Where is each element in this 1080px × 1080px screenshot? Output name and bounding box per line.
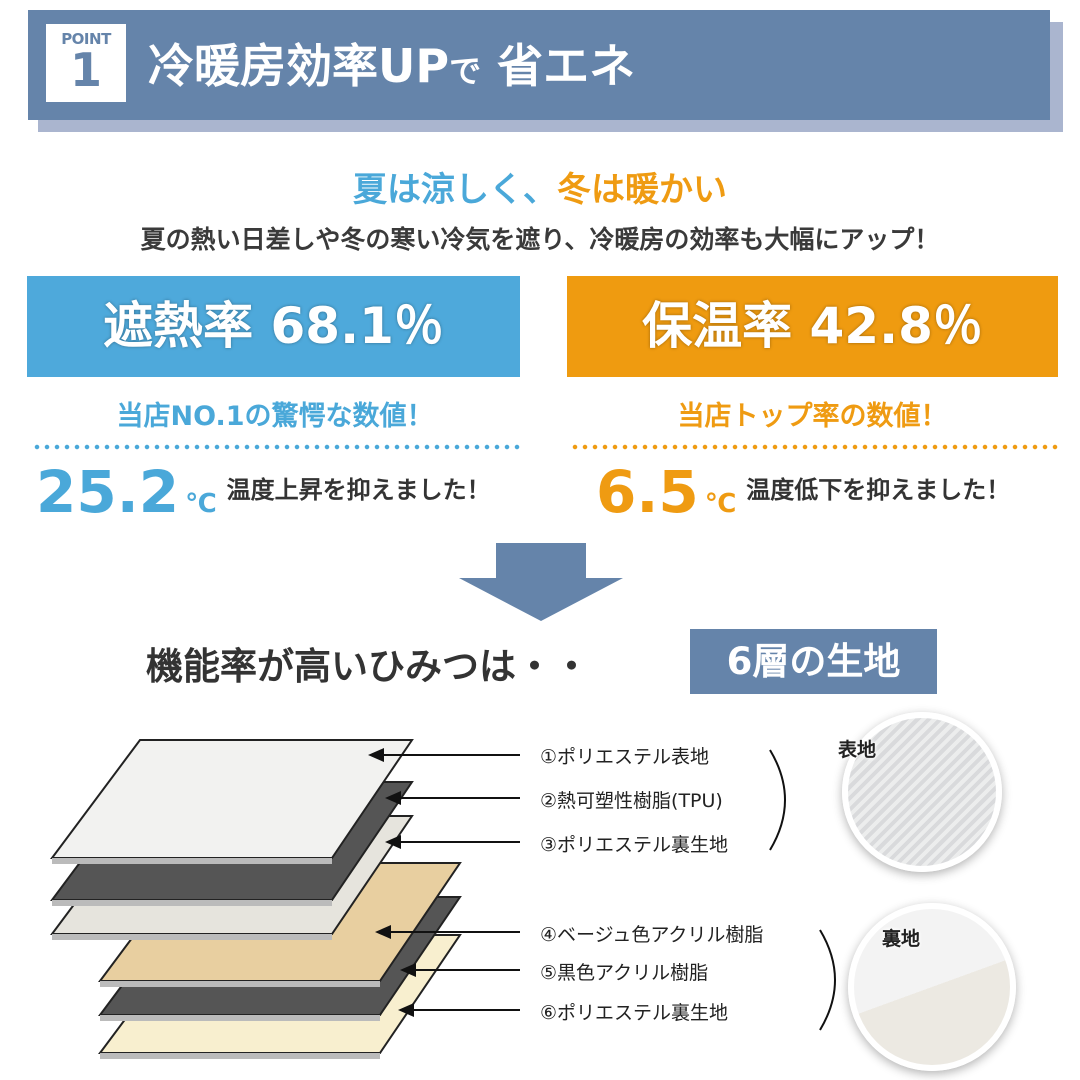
front-fabric-label: 表地 [838,739,877,761]
front-fabric-swatch [842,712,1002,872]
claim-left: 当店NO.1の驚愕な数値！ [116,401,434,432]
headline: 夏は涼しく、冬は暖かい [0,162,1080,211]
layer-label-1: ①ポリエステル表地 [540,746,710,768]
back-fabric-swatch [848,903,1016,1071]
arrow-head-icon-6 [398,1003,414,1017]
dotted-divider-left [32,444,522,450]
down-arrow-icon [459,543,623,621]
page-title: 冷暖房効率UPで 省エネ [148,30,635,96]
layer-edge-3 [52,934,332,940]
heat-retention-rate-banner: 保温率 42.8％ [567,276,1058,377]
layer-edge-5 [100,1015,380,1021]
temp-value: 25.2 [36,458,180,526]
temp-text: 温度上昇を抑えました！ [226,476,491,504]
six-layer-tag: 6層の生地 [690,629,937,694]
temp-text: 温度低下を抑えました！ [746,476,1011,504]
back-fabric-label: 裏地 [882,928,921,950]
layer-label-3: ③ポリエステル裏生地 [540,834,729,856]
point-badge: POINT 1 [46,24,126,102]
temp-stat-right: 6.5 ℃ 温度低下を抑えました！ [596,458,1010,526]
header-banner [28,10,1050,120]
dotted-divider-right [570,444,1058,450]
headline-summer: 夏は涼しく、 [353,170,557,210]
heat-shield-rate-banner: 遮熱率 68.1％ [27,276,520,377]
title-main: 冷暖房効率UP [148,39,450,93]
point-label: POINT [61,30,111,48]
layer-edge-6 [100,1053,380,1059]
temp-unit: ℃ [185,489,217,519]
layer-label-2: ②熱可塑性樹脂(TPU) [540,790,723,812]
layer-label-6: ⑥ポリエステル裏生地 [540,1002,729,1024]
headline-winter: 冬は暖かい [557,170,727,210]
temp-stat-left: 25.2 ℃ 温度上昇を抑えました！ [36,458,491,526]
arrow-head-icon-2 [385,791,401,805]
bracket-1 [769,749,786,851]
temp-unit: ℃ [704,489,737,519]
subtitle: 夏の熱い日差しや冬の寒い冷気を遮り、冷暖房の効率も大幅にアップ！ [140,225,940,254]
arrow-head-icon-3 [385,835,401,849]
layer-label-4: ④ベージュ色アクリル樹脂 [540,924,764,946]
temp-value: 6.5 [596,458,699,526]
arrow-head-icon-1 [368,748,384,762]
point-number: 1 [69,43,102,97]
claim-right: 当店トップ率の数値！ [677,401,948,432]
title-end: 省エネ [497,39,636,93]
layer-edge-2 [52,900,332,906]
layer-edge-1 [52,858,332,864]
arrow-head-icon-5 [400,963,416,977]
arrow-head-icon-4 [375,925,391,939]
bracket-2 [819,929,836,1031]
title-particle: で [449,52,482,90]
layer-edge-4 [100,981,380,987]
layer-diagram [50,739,836,1059]
layer-label-5: ⑤黒色アクリル樹脂 [540,962,709,984]
secret-text: 機能率が高いひみつは・・ [146,645,590,688]
